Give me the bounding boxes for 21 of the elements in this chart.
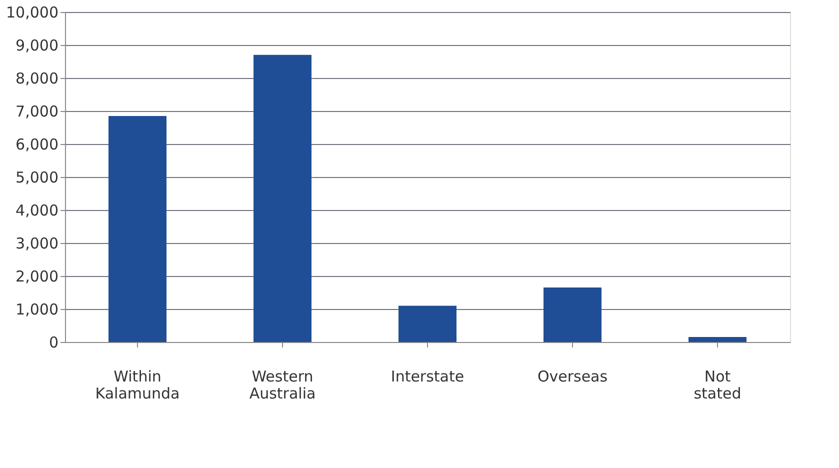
y-tick-label: 9,000	[16, 36, 58, 54]
x-tick-label: Overseas	[537, 368, 608, 386]
y-tick-label: 8,000	[16, 70, 58, 88]
bar	[254, 54, 312, 342]
y-tick-label: 3,000	[16, 234, 58, 252]
x-tick-label: Not stated	[694, 368, 742, 402]
x-tick-label: Within Kalamunda	[95, 368, 180, 402]
bar	[688, 337, 746, 342]
x-tick-label: Interstate	[390, 368, 464, 386]
y-tick-label: 6,000	[16, 136, 58, 154]
y-tick-label: 0	[48, 334, 58, 352]
y-tick-label: 1,000	[16, 300, 58, 318]
y-tick-label: 5,000	[16, 168, 58, 186]
y-tick-label: 4,000	[16, 202, 58, 220]
bar	[398, 306, 456, 342]
y-tick-label: 2,000	[16, 268, 58, 286]
y-tick-label: 10,000	[6, 4, 58, 22]
bar	[544, 288, 602, 342]
y-tick-label: 7,000	[16, 102, 58, 120]
bar	[108, 116, 166, 342]
x-tick-label: Western Australia	[249, 368, 316, 402]
